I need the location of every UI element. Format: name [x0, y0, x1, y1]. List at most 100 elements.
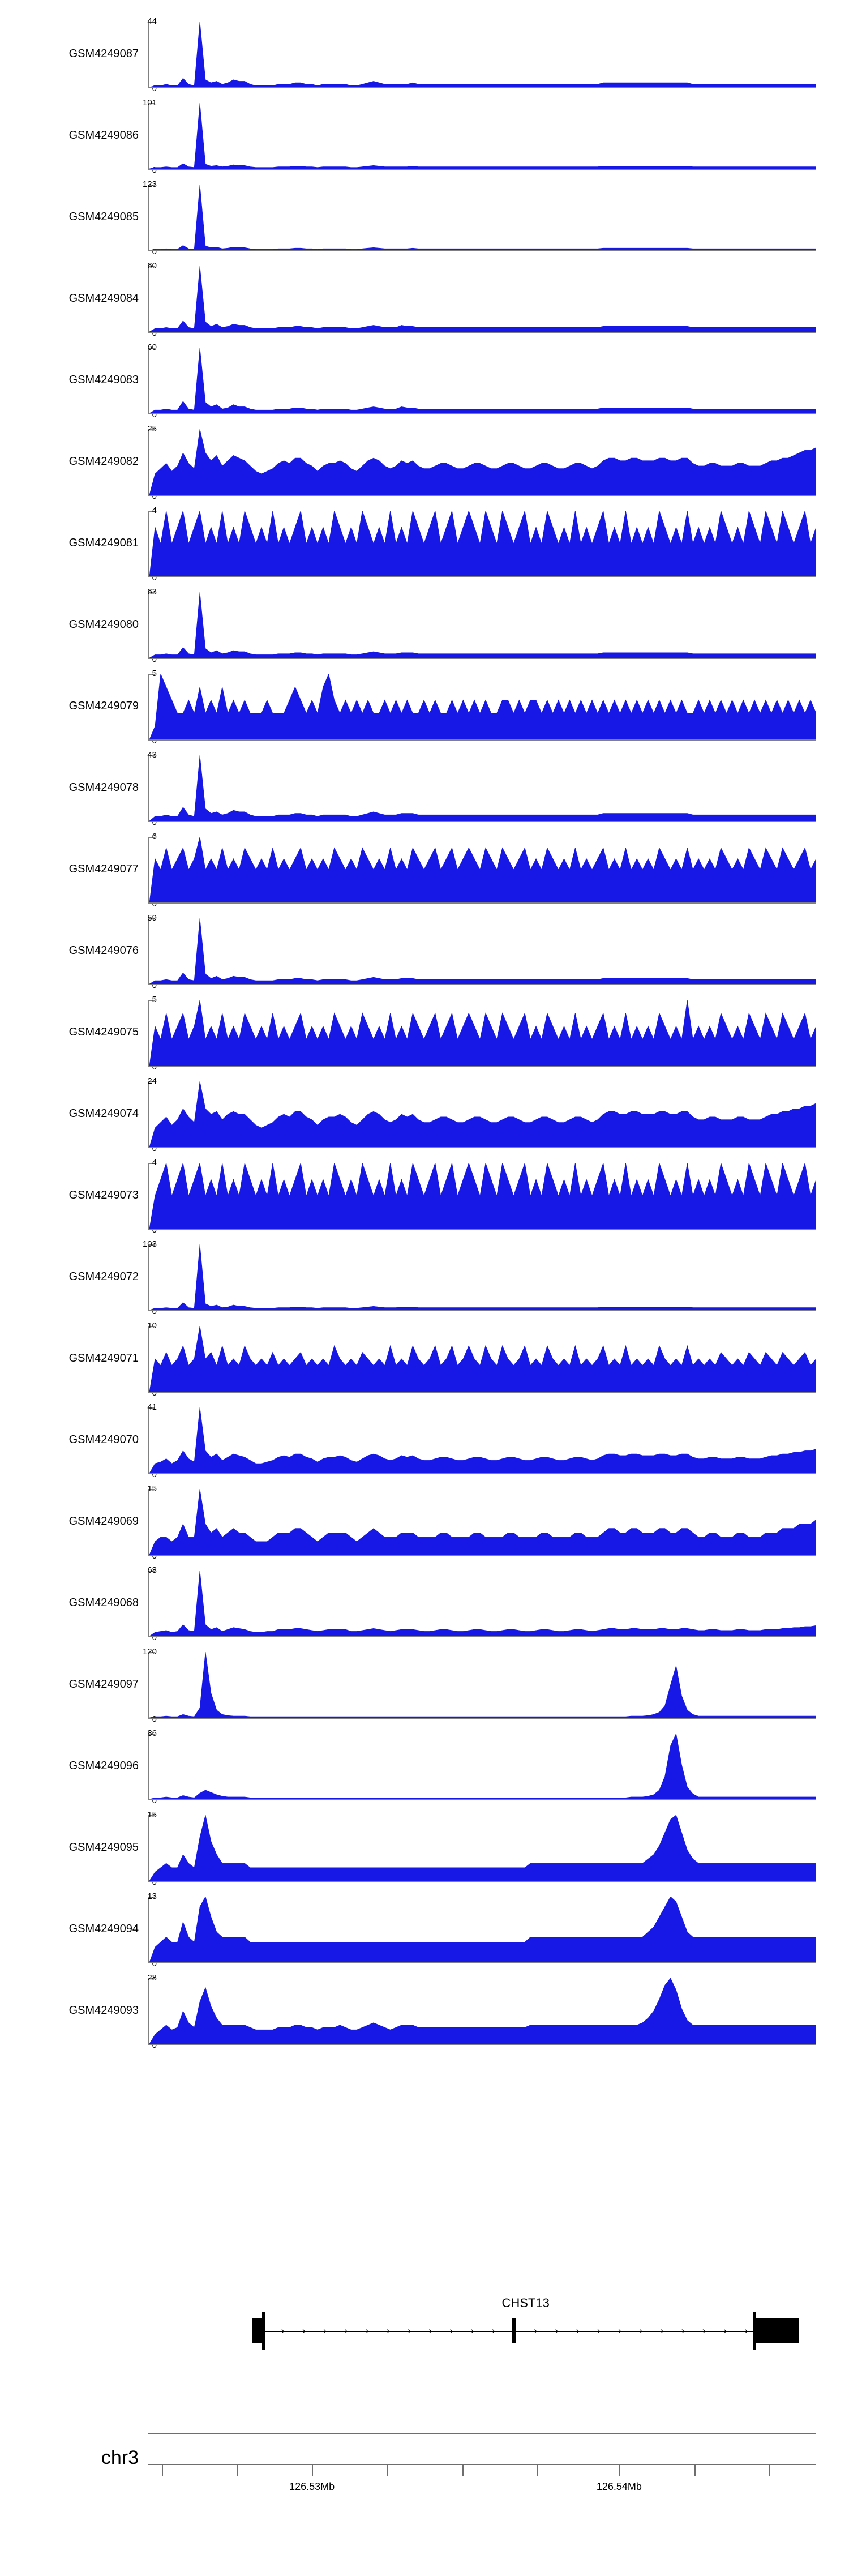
track-y-axis	[148, 1081, 149, 1148]
track-sample-label: GSM4249069	[68, 1515, 139, 1527]
coverage-track: GSM4249068 68 0	[0, 1566, 849, 1642]
track-max-value: 120	[142, 1647, 157, 1657]
axis-coordinate-label: 126.53Mb	[289, 2481, 335, 2492]
track-y-axis	[148, 592, 149, 659]
strand-arrow-icon: ›	[555, 2325, 559, 2336]
coverage-area	[149, 592, 816, 658]
strand-arrow-icon: ›	[681, 2325, 685, 2336]
track-plot-area: 60 0	[147, 343, 816, 419]
track-axis-tick	[148, 755, 155, 756]
coverage-track: GSM4249096 86 0	[0, 1729, 849, 1805]
track-sample-label: GSM4249074	[68, 1107, 139, 1120]
track-axis-tick	[148, 1163, 155, 1164]
track-plot-area: 59 0	[147, 914, 816, 990]
track-baseline	[148, 1392, 816, 1393]
track-baseline	[148, 1962, 816, 1963]
track-axis-tick	[148, 266, 155, 267]
gene-utr-marker	[261, 2312, 265, 2350]
track-axis-tick	[148, 1407, 155, 1409]
coverage-track: GSM4249078 43 0	[0, 751, 849, 827]
track-max-value: 15	[147, 1810, 157, 1820]
track-max-value: 60	[147, 261, 157, 271]
track-min-value: 0	[152, 1714, 157, 1724]
track-max-value: 4	[152, 506, 157, 515]
strand-arrow-icon: ›	[344, 2325, 348, 2336]
track-sample-label: GSM4249078	[68, 781, 139, 794]
track-min-value: 0	[152, 165, 157, 175]
strand-arrow-icon: ›	[386, 2325, 390, 2336]
track-sample-label: GSM4249084	[68, 292, 139, 305]
track-baseline	[148, 658, 816, 659]
track-axis-tick	[148, 918, 155, 919]
track-plot-area: 103 0	[143, 1240, 816, 1316]
strand-arrow-icon: ›	[470, 2325, 474, 2336]
coverage-track: GSM4249083 60 0	[0, 343, 849, 419]
coverage-track: GSM4249097 120 0	[0, 1648, 849, 1723]
track-baseline	[148, 1799, 816, 1800]
strand-arrow-icon: ›	[744, 2325, 748, 2336]
track-max-value: 44	[147, 16, 157, 26]
track-baseline	[148, 1555, 816, 1556]
track-min-value: 0	[152, 328, 157, 338]
coverage-track: GSM4249075 5 0	[0, 995, 849, 1071]
track-max-value: 5	[152, 995, 157, 1004]
track-sample-label: GSM4249068	[68, 1597, 139, 1609]
track-y-axis	[148, 22, 149, 88]
axis-tick	[237, 2464, 238, 2476]
strand-arrow-icon: ›	[534, 2325, 537, 2336]
track-axis-tick	[148, 1978, 155, 1979]
track-plot-area: 13 0	[147, 1892, 816, 1968]
track-y-axis	[148, 1326, 149, 1393]
track-y-axis	[148, 918, 149, 985]
axis-tick	[462, 2464, 464, 2476]
track-axis-tick	[148, 1244, 155, 1246]
track-y-axis	[148, 1489, 149, 1556]
track-axis-tick	[148, 674, 155, 675]
track-sample-label: GSM4249085	[68, 211, 139, 223]
track-baseline	[148, 250, 816, 251]
track-y-axis	[148, 429, 149, 496]
track-y-axis	[148, 1815, 149, 1882]
track-axis-tick	[148, 1081, 155, 1082]
coverage-track: GSM4249085 123 0	[0, 180, 849, 256]
coverage-area	[149, 837, 816, 902]
gene-transcript-line	[251, 2331, 800, 2332]
coverage-track: GSM4249094 13 0	[0, 1892, 849, 1968]
track-axis-tick	[148, 592, 155, 593]
track-sample-label: GSM4249075	[68, 1026, 139, 1038]
track-baseline	[148, 2044, 816, 2045]
strand-arrow-icon: ›	[408, 2325, 411, 2336]
track-baseline	[148, 413, 816, 414]
track-min-value: 0	[152, 1388, 157, 1398]
track-y-axis	[148, 1734, 149, 1800]
gene-utr-marker	[752, 2312, 756, 2350]
track-axis-tick	[148, 1000, 155, 1001]
track-plot-area: 101 0	[143, 99, 816, 174]
coverage-track: GSM4249074 24 0	[0, 1077, 849, 1153]
track-max-value: 123	[142, 179, 157, 189]
track-axis-tick	[148, 1326, 155, 1327]
track-axis-tick	[148, 1652, 155, 1653]
coverage-area	[149, 755, 816, 821]
track-min-value: 0	[152, 1796, 157, 1805]
coverage-area	[149, 185, 816, 250]
coverage-track: GSM4249080 63 0	[0, 588, 849, 664]
track-sample-label: GSM4249079	[68, 700, 139, 712]
track-baseline	[148, 1229, 816, 1230]
track-max-value: 86	[147, 1728, 157, 1738]
coverage-area	[149, 103, 816, 169]
track-y-axis	[148, 1978, 149, 2045]
axis-top-rule	[148, 2433, 816, 2434]
track-sample-label: GSM4249093	[68, 2004, 139, 2017]
track-max-value: 4	[152, 1158, 157, 1167]
track-min-value: 0	[152, 654, 157, 664]
track-min-value: 0	[152, 1062, 157, 1072]
track-baseline	[148, 1718, 816, 1719]
coverage-area	[149, 1407, 816, 1473]
track-baseline	[148, 1310, 816, 1311]
track-sample-label: GSM4249087	[68, 48, 139, 60]
track-max-value: 60	[147, 343, 157, 352]
strand-arrow-icon: ›	[281, 2325, 285, 2336]
